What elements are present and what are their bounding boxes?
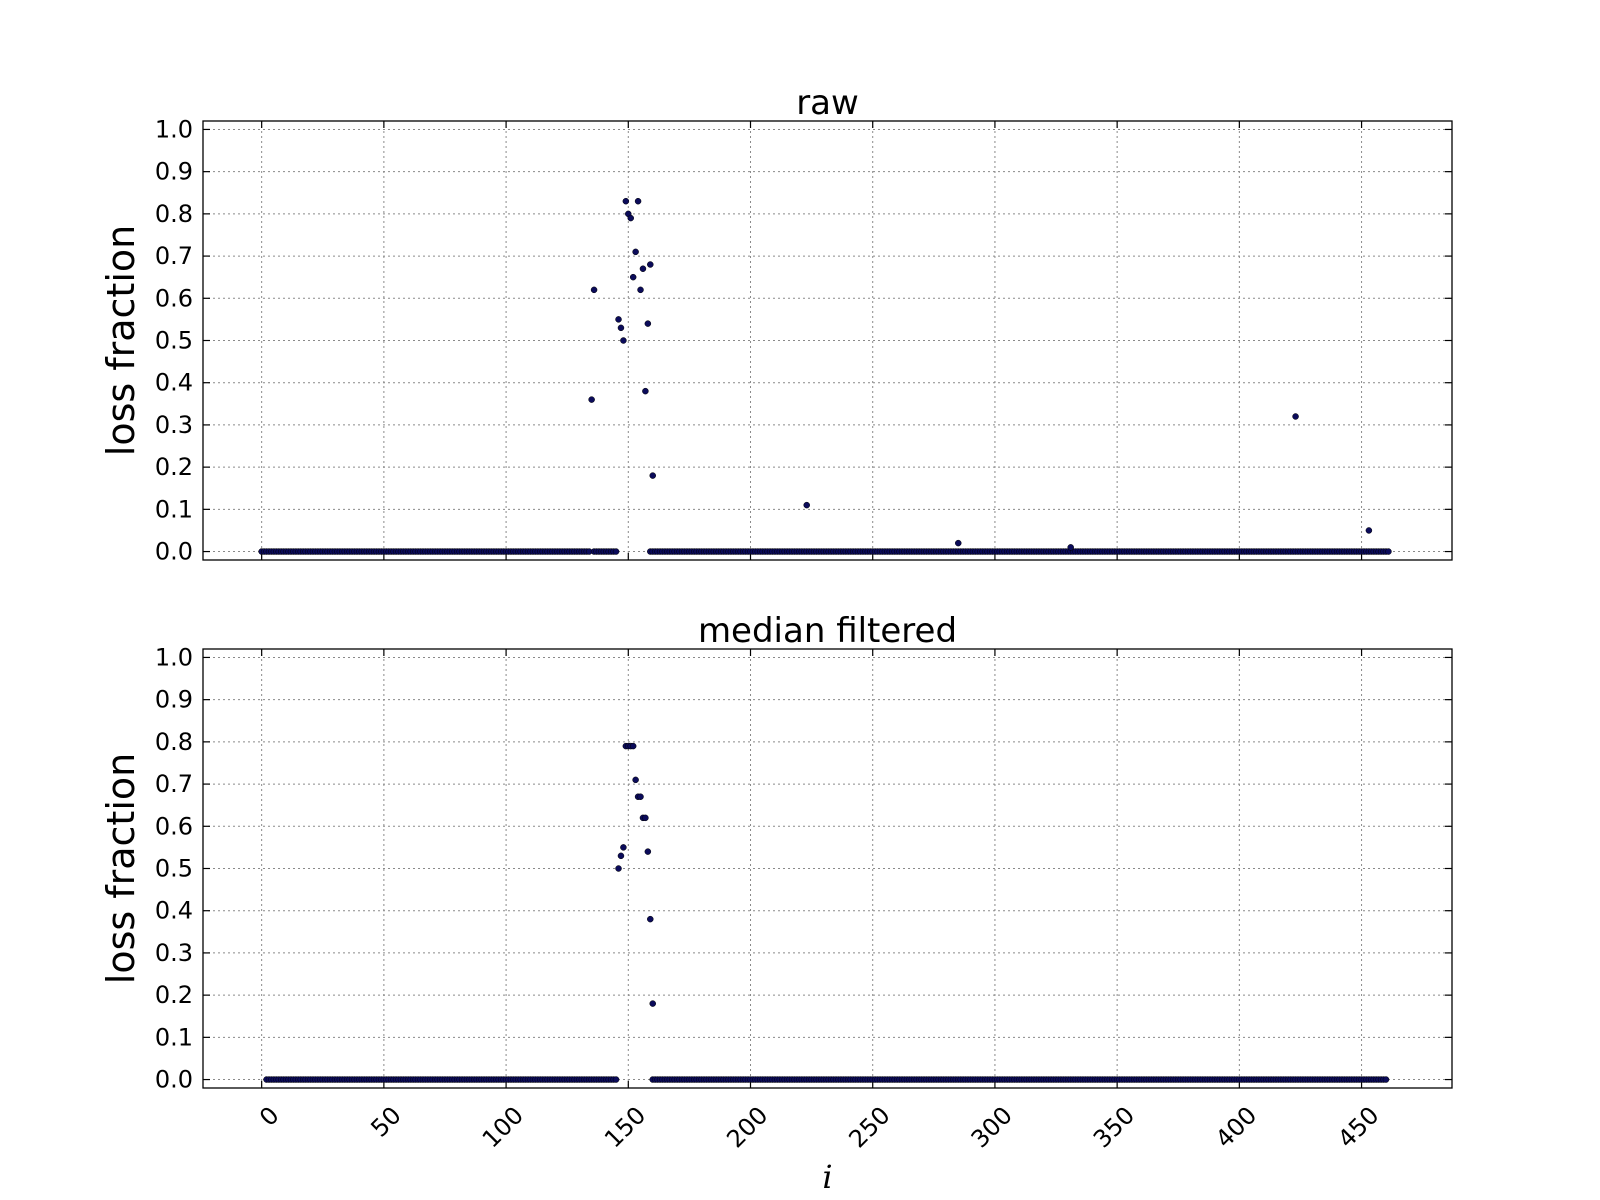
data-point [649, 1000, 656, 1007]
chart-title: median filtered [698, 611, 957, 651]
chart-title: raw [796, 83, 859, 123]
data-point [1365, 527, 1373, 534]
x-tick-label: 0 [254, 1101, 285, 1132]
x-tick-label: 250 [843, 1101, 895, 1153]
data-point [629, 273, 637, 281]
x-tick-label: 100 [477, 1101, 529, 1153]
data-point [615, 316, 622, 323]
y-tick-label: 0.2 [155, 981, 193, 1009]
x-tick-label: 350 [1088, 1101, 1140, 1153]
y-tick-label: 0.1 [155, 1023, 193, 1051]
y-axis-label: loss fraction [99, 753, 143, 984]
data-point [632, 248, 639, 256]
data-point [612, 1076, 620, 1083]
data-point [1292, 413, 1299, 420]
x-axis-label: i [822, 1158, 832, 1196]
data-point [617, 852, 625, 860]
data-point [1067, 544, 1074, 551]
y-tick-label: 0.0 [155, 538, 193, 566]
data-point [644, 320, 652, 327]
y-tick-label: 0.8 [155, 200, 193, 228]
y-tick-label: 0.5 [155, 855, 193, 883]
data-point [1385, 548, 1392, 555]
data-point [627, 214, 634, 222]
y-tick-label: 1.0 [155, 115, 193, 143]
data-point [649, 472, 656, 479]
data-point [617, 324, 625, 332]
axes-frame [202, 648, 1453, 1089]
y-tick-label: 0.9 [155, 158, 193, 186]
y-tick-label: 0.3 [155, 411, 193, 439]
y-tick-label: 0.6 [155, 812, 193, 840]
x-tick-label: 200 [721, 1101, 773, 1153]
y-tick-label: 1.0 [155, 643, 193, 671]
data-point [647, 261, 654, 268]
y-tick-label: 0.3 [155, 939, 193, 967]
y-tick-label: 0.8 [155, 728, 193, 756]
y-tick-label: 0.7 [155, 242, 193, 270]
data-point [637, 793, 644, 800]
median-filtered-panel: 0.0 0.1 0.2 0.3 0.4 0.5 0.6 0.7 0.8 0.9 1.0 0 50 100 1… [99, 611, 1453, 1196]
y-tick-label: 0.9 [155, 686, 193, 714]
y-tick-label: 0.0 [155, 1066, 193, 1094]
raw-panel: 0.0 0.1 0.2 0.3 0.4 0.5 0.6 0.7 0.8 0.9 1.0 raw loss… [99, 83, 1453, 566]
data-point [637, 286, 644, 294]
data-point [615, 865, 622, 872]
y-tick-label: 0.5 [155, 327, 193, 355]
y-tick-label: 0.4 [155, 369, 193, 397]
data-point [955, 539, 962, 547]
y-tick-label: 0.2 [155, 453, 193, 481]
y-tick-label: 0.7 [155, 770, 193, 798]
y-tick-label: 0.1 [155, 495, 193, 523]
data-point [629, 742, 637, 750]
x-tick-label: 300 [966, 1101, 1018, 1153]
axes-frame [202, 120, 1453, 561]
y-tick-label: 0.4 [155, 897, 193, 925]
x-tick-label: 450 [1332, 1101, 1384, 1153]
y-axis-label: loss fraction [99, 225, 143, 456]
data-point [620, 337, 627, 344]
x-tick-label: 400 [1210, 1101, 1262, 1153]
data-point [632, 776, 639, 784]
data-point [803, 501, 810, 509]
data-point [647, 915, 654, 923]
data-point [639, 265, 647, 272]
data-point [590, 286, 598, 294]
data-point [642, 387, 649, 395]
x-tick-label: 50 [365, 1101, 406, 1142]
data-point [612, 548, 620, 555]
data-point [620, 844, 627, 851]
x-tick-label: 150 [599, 1101, 651, 1153]
data-point [644, 848, 652, 855]
data-point [642, 814, 649, 822]
data-point [622, 197, 630, 205]
data-point [588, 396, 595, 403]
y-tick-label: 0.6 [155, 284, 193, 312]
data-point [1382, 1076, 1390, 1083]
data-point [634, 197, 642, 205]
